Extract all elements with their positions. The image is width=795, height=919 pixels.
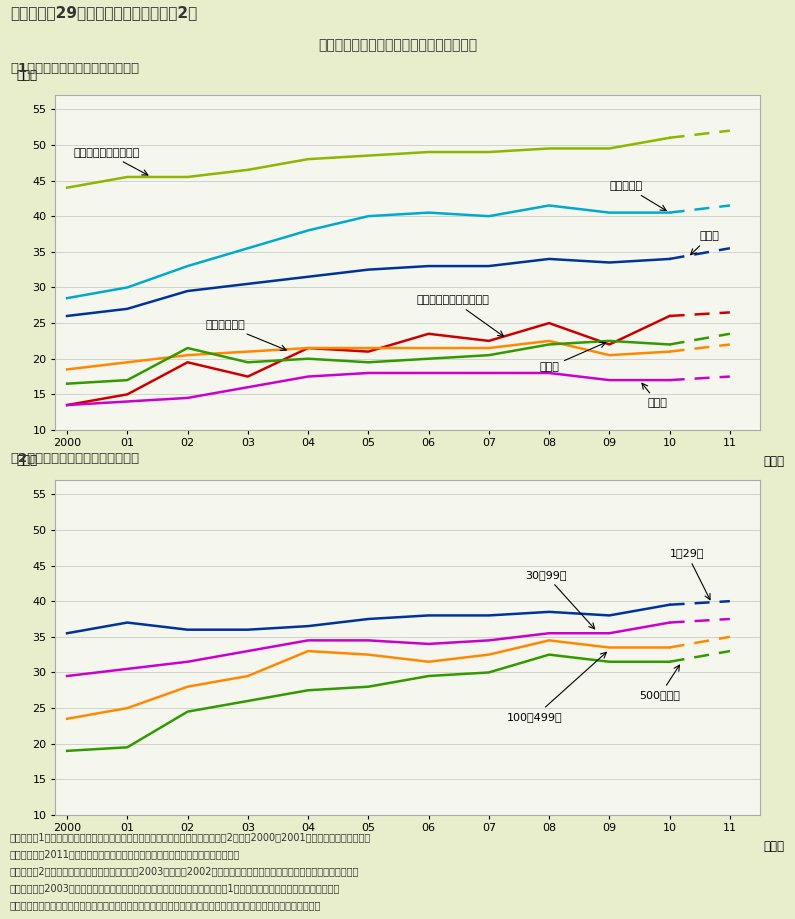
Text: サービス業: サービス業 [609, 181, 666, 210]
Text: 製造業: 製造業 [539, 342, 606, 372]
Text: 業種、規模を問わず非正規雇用比率は増加: 業種、規模を問わず非正規雇用比率は増加 [318, 38, 477, 52]
Text: （2）規模別非正規雇用比率の推移: （2）規模別非正規雇用比率の推移 [10, 452, 139, 465]
Text: （1）産業別非正規雇用比率の推移: （1）産業別非正規雇用比率の推移 [10, 62, 139, 75]
Text: （％）: （％） [16, 69, 37, 82]
Text: （％）: （％） [16, 454, 37, 467]
Text: 2011年実績については岩手県、宮城県及び福島県を除く値を用いた。: 2011年実績については岩手県、宮城県及び福島県を除く値を用いた。 [10, 849, 240, 859]
Text: 全産業: 全産業 [691, 231, 719, 255]
Text: 飲食店」、「サービス業」、「金融・保険業、不動産業」、「運輸・通信業」を便宜的に使用している。: 飲食店」、「サービス業」、「金融・保険業、不動産業」、「運輸・通信業」を便宜的に… [10, 900, 321, 910]
Text: 卸売・小売業、飲食店: 卸売・小売業、飲食店 [73, 148, 148, 176]
Text: 金融・保険業、不動産業: 金融・保険業、不動産業 [417, 295, 504, 336]
Text: 建設業: 建設業 [642, 383, 668, 408]
Text: 第１－１－29図　非正規雇用の現状（2）: 第１－１－29図 非正規雇用の現状（2） [10, 5, 197, 20]
Text: （年）: （年） [763, 840, 785, 853]
Text: 2003年以降に関しては、内閣府で算出したものである。また、（1）では、旧産業分類の「卸売・小売業、: 2003年以降に関しては、内閣府で算出したものである。また、（1）では、旧産業分… [10, 883, 340, 893]
Text: 100～499人: 100～499人 [507, 652, 607, 721]
Text: 運輸・通信業: 運輸・通信業 [206, 320, 286, 350]
Text: 30～99人: 30～99人 [525, 570, 595, 629]
Text: （年）: （年） [763, 455, 785, 468]
Text: （備考）　1．総務省「労働力調査詳細集計」、総務省「労働力調査特別調査」（2月）（2000～2001）により作成。ただし、: （備考） 1．総務省「労働力調査詳細集計」、総務省「労働力調査特別調査」（2月）… [10, 832, 371, 842]
Text: 2．日本標準産業分類の改定に伴い、2003年以降と2002年までの産業分類は時系列接続していない。そのため、: 2．日本標準産業分類の改定に伴い、2003年以降と2002年までの産業分類は時系… [10, 866, 359, 876]
Text: 1～29人: 1～29人 [669, 549, 710, 600]
Text: 500人以上: 500人以上 [639, 665, 681, 700]
